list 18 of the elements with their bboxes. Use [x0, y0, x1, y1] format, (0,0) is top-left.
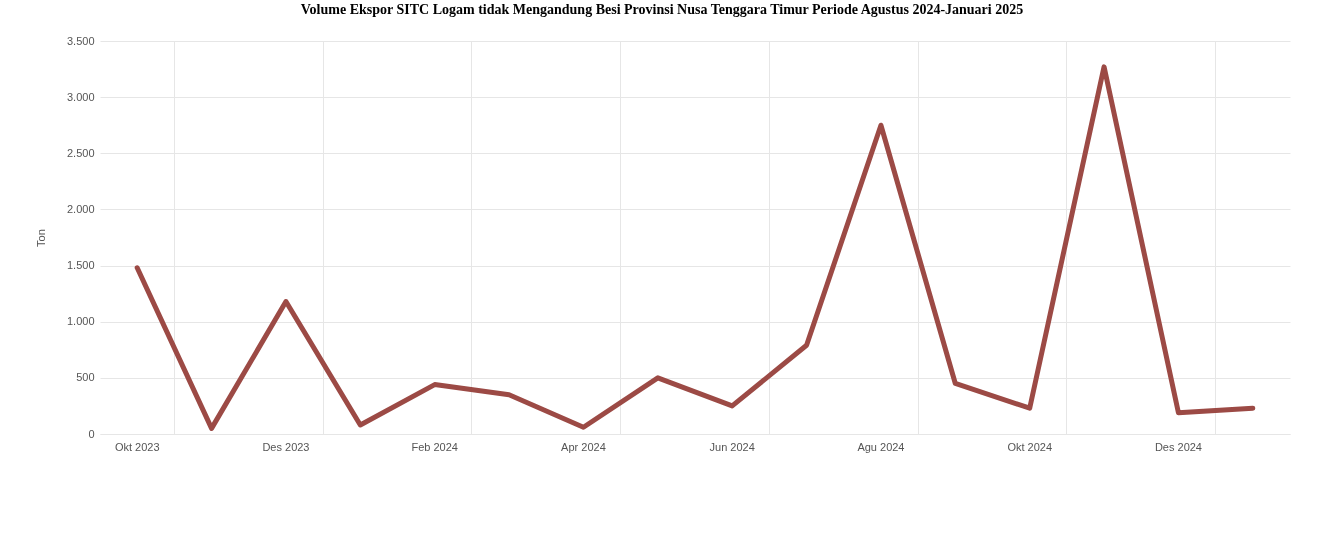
- x-tick-label: Okt 2023: [114, 440, 160, 453]
- x-tick-label: Apr 2024: [561, 440, 606, 453]
- y-tick-label: 1.500: [66, 259, 95, 272]
- y-tick-label: 3.000: [66, 90, 95, 103]
- y-axis-title: Ton: [34, 229, 47, 247]
- chart-title: Volume Ekspor SITC Logam tidak Mengandung Besi Provinsi Nusa Tenggara Timur Periode Agustus 2024-Januari 2025: [300, 2, 1024, 17]
- y-tick-label: 500: [76, 371, 95, 384]
- x-tick-label: Agu 2024: [857, 440, 905, 453]
- x-tick-label: Feb 2024: [411, 440, 458, 453]
- x-tick-label: Okt 2024: [1007, 440, 1053, 453]
- x-tick-label: Des 2024: [1154, 440, 1202, 453]
- y-tick-label: 3.500: [66, 34, 95, 47]
- y-tick-label: 1.000: [66, 315, 95, 328]
- x-tick-label: Jun 2024: [709, 440, 755, 453]
- y-tick-label: 2.000: [66, 202, 95, 215]
- y-tick-label: 2.500: [66, 146, 95, 159]
- y-tick-label: 0: [88, 427, 95, 440]
- x-tick-label: Des 2023: [262, 440, 310, 453]
